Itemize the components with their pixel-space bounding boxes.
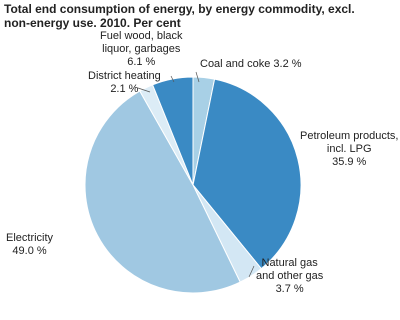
leader-line [248,265,255,278]
value-label: 3.2 % [273,58,302,70]
value-label: 6.1 % [127,56,156,68]
chart-title: Total end consumption of energy, by ener… [4,2,355,30]
leader-line [170,75,175,83]
category-label: Coal and coke [200,58,271,70]
leader-line [137,87,151,93]
pie-slice [192,78,302,270]
category-label: Petroleum products, incl. LPG [300,130,399,155]
category-label: Electricity [6,232,54,244]
value-label: 49.0 % [12,245,47,257]
slice-label: District heating 2.1 % [88,70,161,96]
slice-label: Coal and coke 3.2 % [200,58,302,71]
leader-line [195,71,200,83]
slice-label: Petroleum products, incl. LPG 35.9 % [300,130,398,169]
value-label: 3.7 % [275,283,304,295]
slice-label: Electricity 49.0 % [6,232,53,258]
value-label: 35.9 % [332,156,367,168]
pie-slice [84,90,241,294]
value-label: 2.1 % [110,83,139,95]
category-label: Fuel wood, black liquor, garbages [100,30,183,55]
category-label: District heating [88,70,161,82]
slice-label: Fuel wood, black liquor, garbages 6.1 % [100,30,183,69]
category-label: Natural gas and other gas [256,257,324,282]
slice-label: Natural gas and other gas 3.7 % [256,257,323,296]
